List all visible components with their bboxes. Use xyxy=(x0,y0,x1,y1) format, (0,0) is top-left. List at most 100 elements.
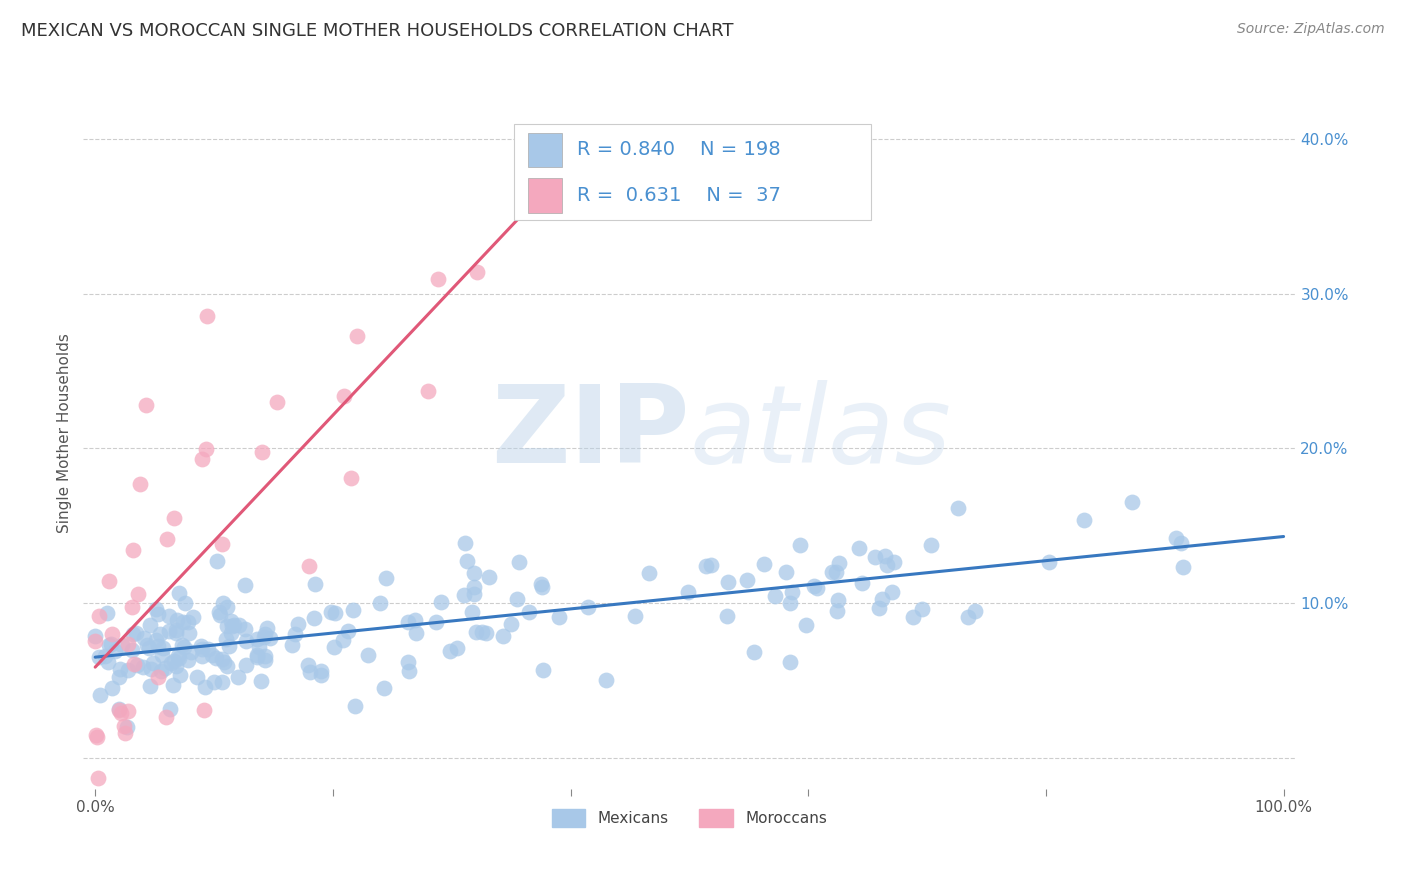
Point xyxy=(169,668,191,682)
Point xyxy=(224,618,246,632)
Legend: Mexicans, Moroccans: Mexicans, Moroccans xyxy=(544,801,835,834)
Point xyxy=(139,680,162,694)
Point xyxy=(302,611,325,625)
Point xyxy=(298,665,321,679)
Point xyxy=(735,573,758,587)
Point xyxy=(141,663,163,677)
Point xyxy=(247,640,270,654)
Point xyxy=(103,644,125,658)
Point xyxy=(775,565,797,579)
Point xyxy=(782,585,804,599)
Point xyxy=(439,644,461,658)
Point xyxy=(155,709,177,723)
Point xyxy=(108,702,131,716)
Point xyxy=(215,619,238,633)
Point xyxy=(454,536,477,550)
Point xyxy=(211,537,233,551)
Point xyxy=(233,622,256,636)
Point xyxy=(167,586,190,600)
Point xyxy=(162,510,184,524)
Point xyxy=(463,566,485,580)
Point xyxy=(405,626,427,640)
Point xyxy=(208,608,231,623)
Point xyxy=(463,580,485,594)
Point xyxy=(695,558,717,573)
Point xyxy=(789,538,811,552)
FancyBboxPatch shape xyxy=(513,124,872,219)
Point xyxy=(752,557,775,571)
Point xyxy=(205,554,228,568)
Point xyxy=(153,660,176,674)
Point xyxy=(146,639,169,653)
Point xyxy=(368,596,391,610)
Point xyxy=(177,615,200,629)
Point xyxy=(132,660,155,674)
Point xyxy=(146,669,169,683)
Point xyxy=(89,608,111,623)
FancyBboxPatch shape xyxy=(529,133,562,167)
Point xyxy=(228,617,250,632)
Point xyxy=(1166,531,1188,545)
Point xyxy=(195,442,218,457)
Point xyxy=(197,641,219,656)
Point xyxy=(89,688,111,702)
Point xyxy=(920,538,942,552)
Point xyxy=(172,615,194,630)
Point xyxy=(624,608,647,623)
Point xyxy=(876,558,898,572)
Point xyxy=(211,675,233,690)
Point xyxy=(779,655,801,669)
Point xyxy=(911,602,934,616)
Point xyxy=(157,608,180,623)
Point xyxy=(965,604,987,618)
Point xyxy=(676,585,699,599)
Point xyxy=(547,610,569,624)
Point xyxy=(157,624,180,638)
Point xyxy=(211,652,233,666)
Point xyxy=(108,702,131,716)
Point xyxy=(297,658,319,673)
Text: MEXICAN VS MOROCCAN SINGLE MOTHER HOUSEHOLDS CORRELATION CHART: MEXICAN VS MOROCCAN SINGLE MOTHER HOUSEH… xyxy=(21,22,734,40)
Point xyxy=(250,445,273,459)
Point xyxy=(219,615,242,629)
Point xyxy=(194,681,217,695)
Text: Source: ZipAtlas.com: Source: ZipAtlas.com xyxy=(1237,22,1385,37)
Point xyxy=(446,641,468,656)
Point xyxy=(246,648,269,663)
Point xyxy=(97,638,120,652)
Point xyxy=(217,659,239,673)
Point xyxy=(298,558,321,573)
Point xyxy=(825,565,848,579)
Point xyxy=(191,641,214,656)
Point xyxy=(253,627,276,641)
Point xyxy=(135,639,157,653)
Point xyxy=(333,388,356,402)
Point xyxy=(332,632,354,647)
Point xyxy=(478,569,501,583)
Y-axis label: Single Mother Households: Single Mother Households xyxy=(58,333,72,533)
Point xyxy=(531,664,554,678)
Point xyxy=(142,656,165,670)
Point xyxy=(794,617,817,632)
Point xyxy=(212,597,235,611)
Point xyxy=(121,643,143,657)
Point xyxy=(117,704,139,718)
Point xyxy=(235,634,257,648)
Point xyxy=(145,633,167,648)
Point xyxy=(508,555,530,569)
Point xyxy=(883,556,905,570)
Point xyxy=(576,599,599,614)
Point xyxy=(121,599,143,614)
Point xyxy=(117,663,139,677)
Point xyxy=(827,593,849,607)
Point xyxy=(117,720,139,734)
Point xyxy=(218,639,240,653)
Point xyxy=(803,579,825,593)
Point xyxy=(84,634,107,648)
Point xyxy=(806,581,828,595)
Point xyxy=(311,667,333,681)
Point xyxy=(208,606,231,620)
Point xyxy=(205,650,228,665)
Point xyxy=(868,601,890,615)
Point xyxy=(398,664,420,678)
